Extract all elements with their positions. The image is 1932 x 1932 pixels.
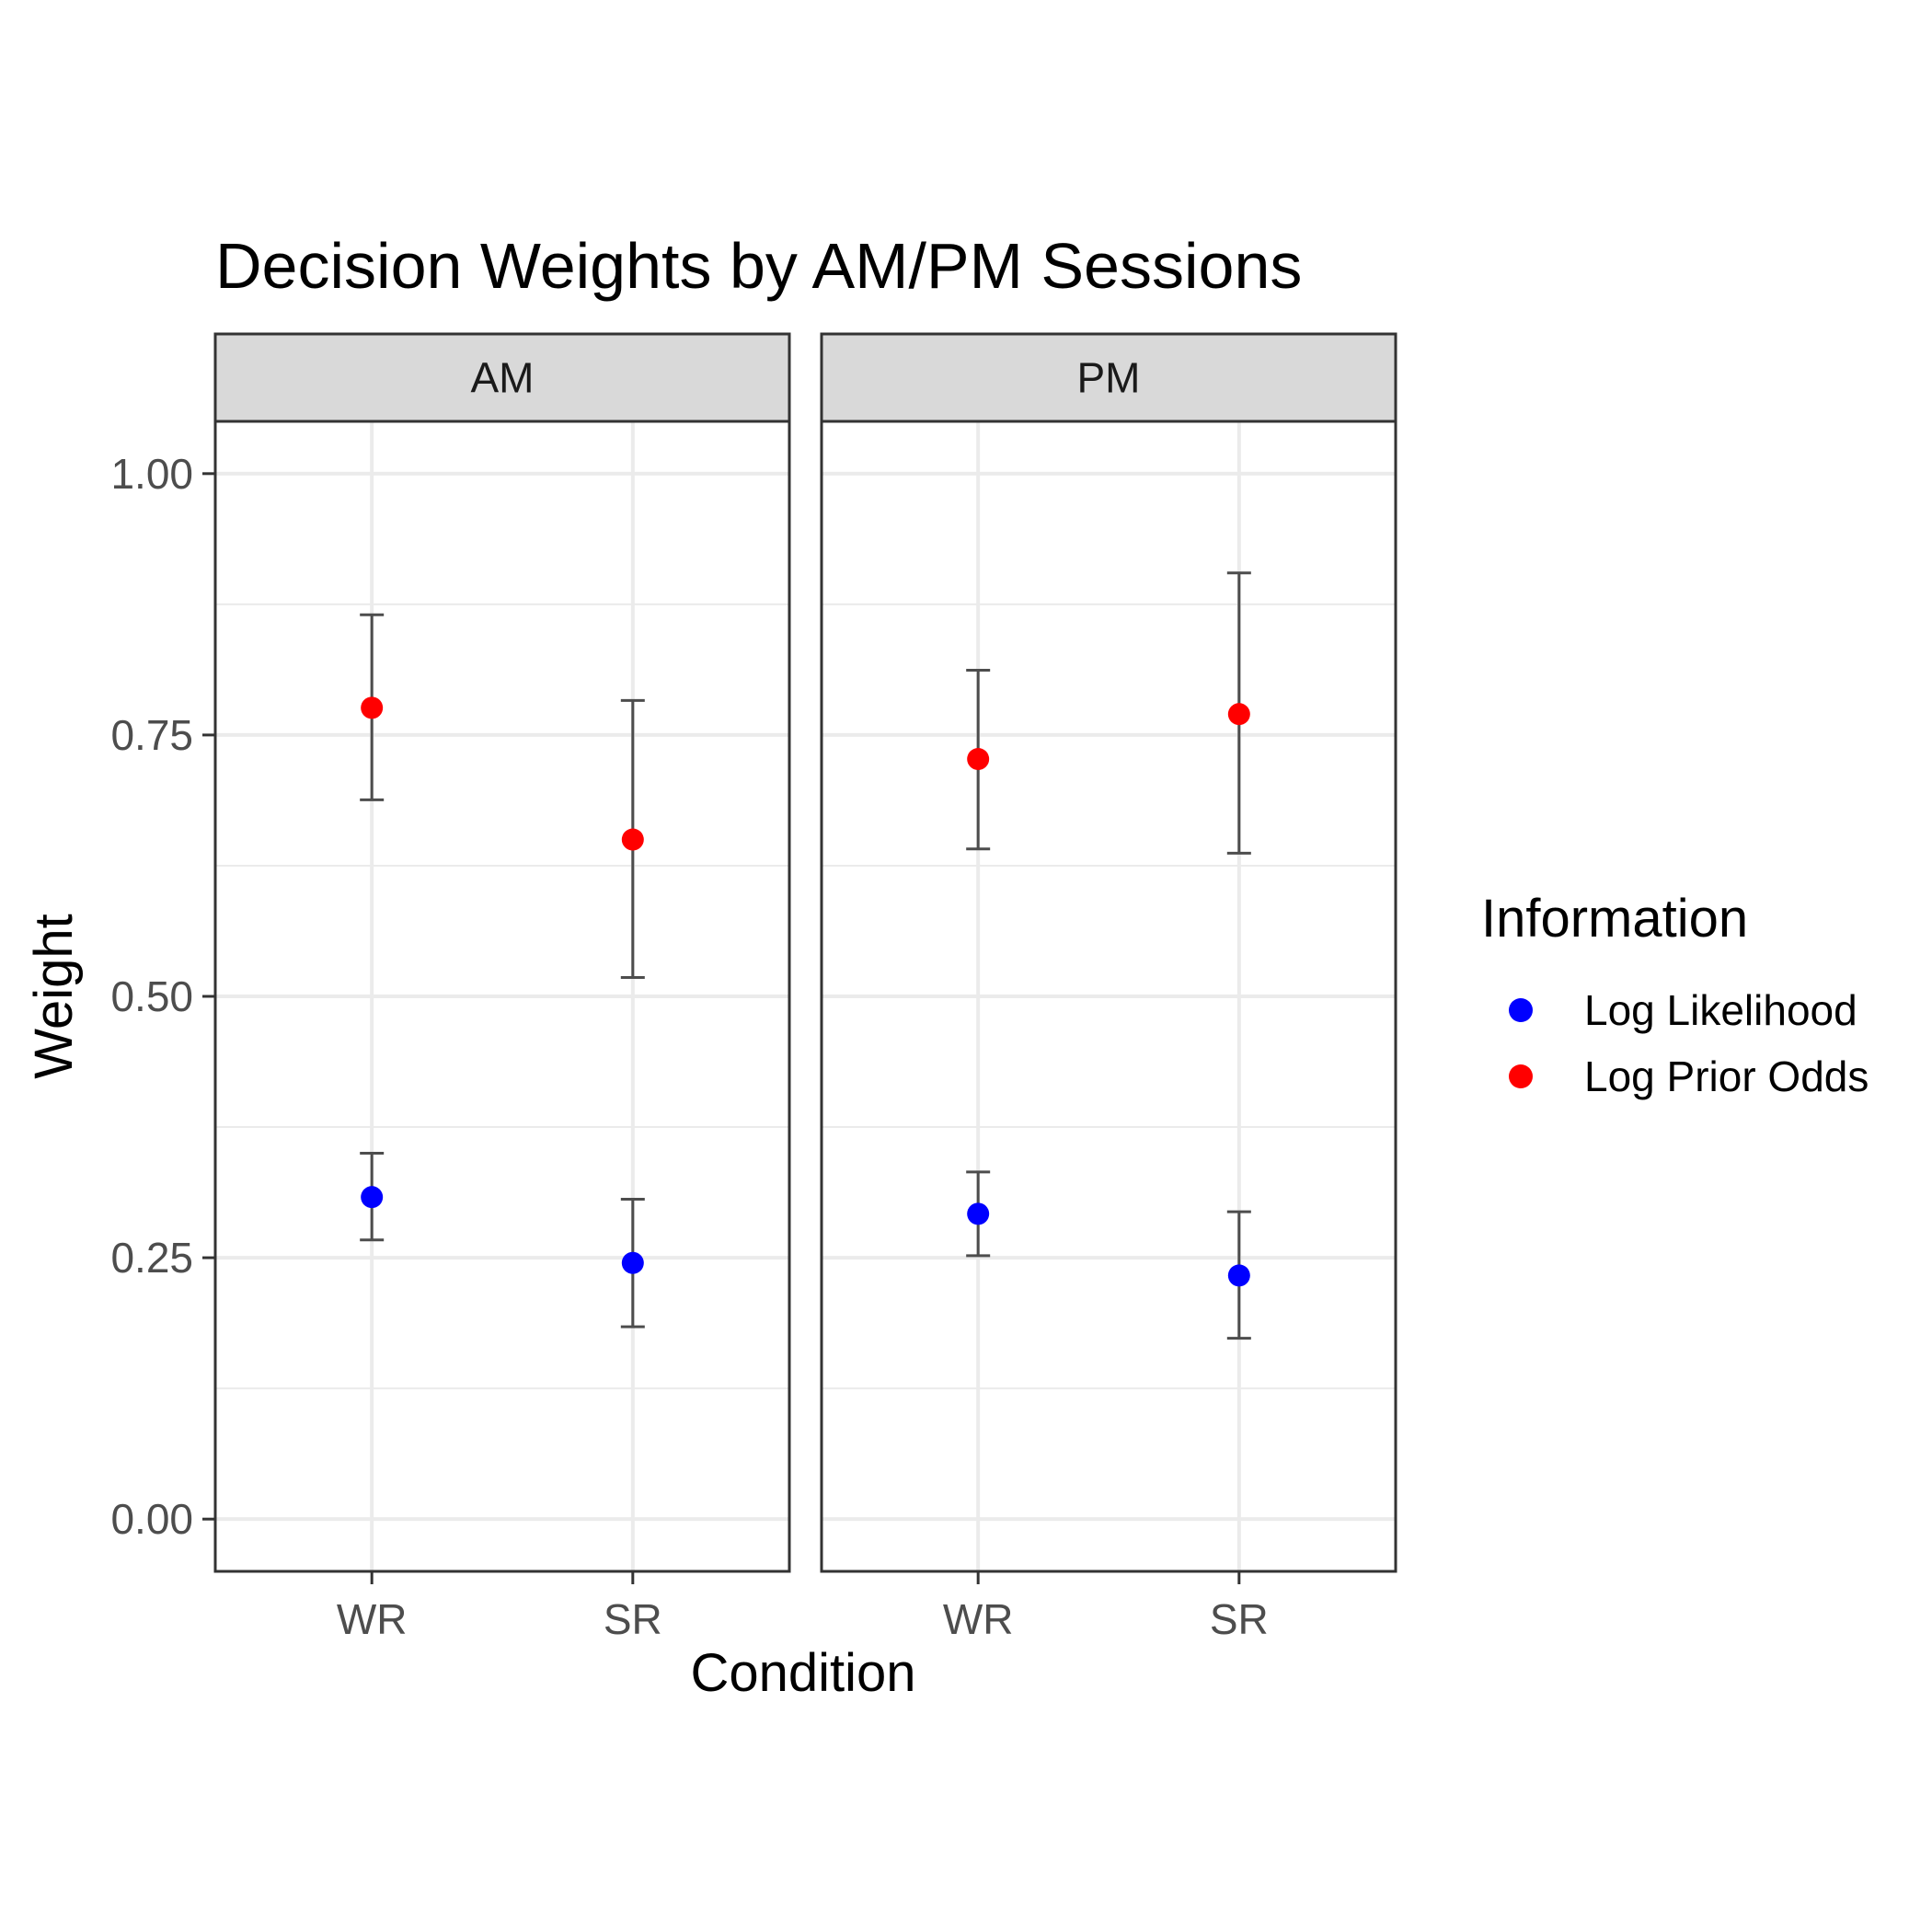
y-tick-label: 0.00 — [110, 1495, 193, 1543]
x-tick-label: SR — [604, 1595, 662, 1643]
legend-title: Information — [1481, 889, 1748, 949]
y-tick-label: 1.00 — [110, 450, 193, 498]
y-tick-label: 0.25 — [110, 1234, 193, 1282]
x-tick-label: WR — [943, 1595, 1014, 1643]
legend-label: Log Prior Odds — [1584, 1052, 1869, 1100]
data-point — [967, 1202, 990, 1225]
x-tick-label: WR — [337, 1595, 408, 1643]
data-point — [1227, 703, 1250, 726]
legend-label: Log Likelihood — [1584, 986, 1857, 1034]
x-axis-title: Condition — [690, 1643, 915, 1703]
series-log-likelihood — [966, 1170, 1251, 1340]
y-tick-label: 0.75 — [110, 711, 193, 759]
legend: Information Log Likelihood Log Prior Odds — [1481, 889, 1869, 1100]
legend-item: Log Prior Odds — [1509, 1052, 1869, 1100]
data-point — [621, 828, 644, 851]
x-tick-label: SR — [1210, 1595, 1269, 1643]
chart-title: Decision Weights by AM/PM Sessions — [215, 230, 1302, 302]
series-log-prior-odds — [966, 571, 1251, 855]
data-point — [1227, 1264, 1250, 1287]
data-point — [361, 696, 384, 719]
facet-strip — [820, 332, 1397, 423]
data-point — [967, 748, 990, 771]
facet-panel-pm: PM WR SR — [820, 332, 1397, 1643]
data-point — [621, 1251, 644, 1274]
legend-key — [1509, 998, 1533, 1022]
facet-strip-label: AM — [471, 354, 535, 402]
facet-panel-am: AM WR SR — [213, 332, 791, 1643]
data-point — [361, 1186, 384, 1209]
series-log-prior-odds — [360, 613, 645, 980]
y-tick-label: 0.50 — [110, 972, 193, 1020]
legend-key — [1509, 1064, 1533, 1088]
facet-panels: 0.00 0.25 0.50 0.75 1.00 AM WR SR PM WR SR — [110, 332, 1397, 1643]
facet-strip — [213, 332, 791, 423]
y-axis-title: Weight — [24, 914, 84, 1078]
series-log-likelihood — [360, 1151, 645, 1328]
legend-item: Log Likelihood — [1509, 986, 1857, 1034]
facet-strip-label: PM — [1077, 354, 1141, 402]
